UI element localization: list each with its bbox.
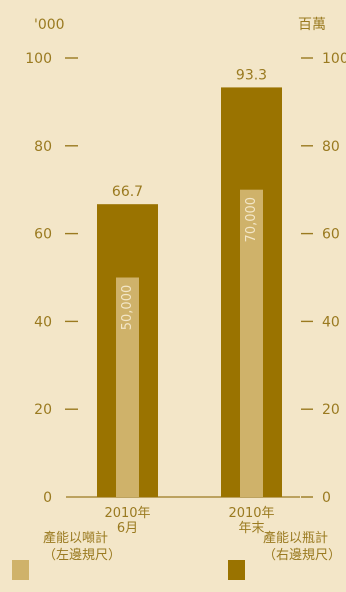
legend-swatch-bottles bbox=[228, 560, 245, 580]
category-label: 年末 bbox=[238, 521, 264, 536]
bar-tons bbox=[116, 277, 139, 497]
left-tick-label: 40 bbox=[34, 314, 52, 330]
category-label: 2010年 bbox=[104, 506, 150, 521]
right-tick-label: 100 bbox=[322, 51, 346, 67]
bars-group: 66.7 50,000 93.3 70,000 bbox=[97, 67, 282, 498]
category-label: 6月 bbox=[117, 521, 138, 536]
left-tick-label: 80 bbox=[34, 139, 52, 155]
left-tick-label: 60 bbox=[34, 227, 52, 243]
left-tick-label: 20 bbox=[34, 402, 52, 418]
legend-item-bottles: 產能以瓶計 （右邊規尺） bbox=[228, 530, 341, 580]
category-label: 2010年 bbox=[228, 506, 274, 521]
legend-label-bottles: 產能以瓶計 bbox=[263, 531, 329, 546]
legend-sublabel-tons: （左邊規尺） bbox=[43, 548, 122, 563]
left-axis: 0 20 40 60 80 100 bbox=[25, 51, 78, 506]
bar-value-label: 66.7 bbox=[112, 184, 143, 200]
bar-tons bbox=[240, 189, 263, 497]
legend-item-tons: 產能以噸計 （左邊規尺） bbox=[12, 530, 121, 580]
right-tick-label: 80 bbox=[322, 139, 340, 155]
left-tick-label: 0 bbox=[43, 490, 52, 506]
right-axis-unit: 百萬 bbox=[298, 17, 326, 33]
right-axis: 0 20 40 60 80 100 bbox=[301, 51, 346, 506]
legend-label-tons: 產能以噸計 bbox=[43, 531, 109, 546]
legend-sublabel-bottles: （右邊規尺） bbox=[263, 548, 342, 563]
left-tick-label: 100 bbox=[25, 51, 52, 67]
left-axis-unit: '000 bbox=[34, 17, 65, 33]
bar-value-label: 70,000 bbox=[244, 197, 259, 243]
right-tick-label: 60 bbox=[322, 227, 340, 243]
bar-value-label: 50,000 bbox=[120, 285, 135, 331]
right-tick-label: 40 bbox=[322, 314, 340, 330]
right-tick-label: 0 bbox=[322, 490, 331, 506]
bar-value-label: 93.3 bbox=[236, 67, 267, 83]
right-tick-label: 20 bbox=[322, 402, 340, 418]
legend-swatch-tons bbox=[12, 560, 29, 580]
